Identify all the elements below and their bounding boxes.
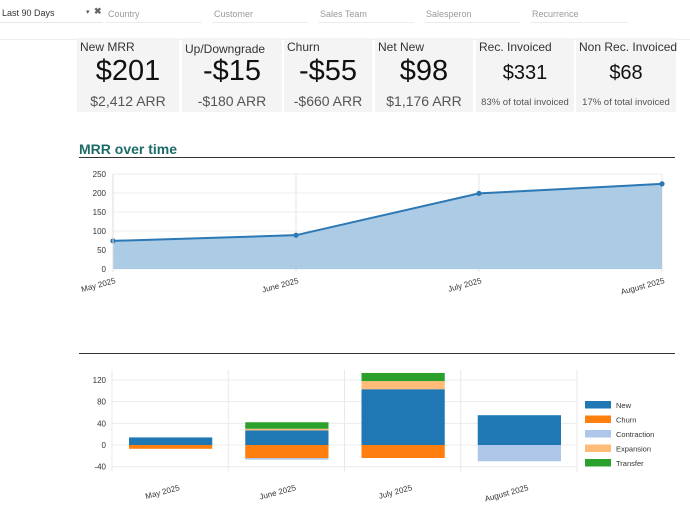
section-divider bbox=[79, 157, 675, 158]
kpi-label: Net New bbox=[378, 40, 425, 54]
y-tick-label: 0 bbox=[102, 265, 107, 274]
bar-segment-churn bbox=[361, 445, 445, 458]
kpi-label: Churn bbox=[287, 40, 320, 54]
bar-segment-new bbox=[245, 430, 329, 445]
kpi-sub: -$180 ARR bbox=[197, 93, 267, 109]
recurrence-filter-input[interactable]: Recurrence bbox=[530, 5, 628, 23]
bar-segment-transfer bbox=[245, 422, 329, 429]
y-tick-label: 200 bbox=[93, 189, 107, 198]
bar-segment-transfer bbox=[361, 372, 445, 382]
legend-swatch-churn bbox=[585, 415, 611, 423]
kpi-value: -$55 bbox=[298, 55, 358, 87]
bar-segment-churn bbox=[245, 445, 329, 458]
y-tick-label: 150 bbox=[93, 208, 107, 217]
kpi-sub: 17% of total invoiced bbox=[582, 97, 670, 108]
kpi-sub: -$660 ARR bbox=[293, 93, 363, 109]
y-tick-label: 40 bbox=[97, 419, 106, 428]
y-tick-label: 80 bbox=[97, 398, 106, 407]
legend-label: Churn bbox=[616, 416, 636, 425]
sales-team-placeholder: Sales Team bbox=[320, 9, 367, 19]
data-point bbox=[293, 232, 299, 238]
x-tick-label: May 2025 bbox=[144, 483, 181, 501]
section-title: MRR over time bbox=[79, 141, 178, 157]
y-tick-label: 50 bbox=[97, 246, 106, 255]
legend-label: Transfer bbox=[616, 459, 644, 468]
legend-swatch-contraction bbox=[585, 430, 611, 438]
legend-swatch-new bbox=[585, 401, 611, 409]
bar-segment-churn bbox=[129, 445, 213, 449]
x-tick-label: August 2025 bbox=[484, 483, 530, 503]
area-fill bbox=[113, 183, 662, 269]
country-placeholder: Country bbox=[108, 9, 140, 19]
legend-swatch-expansion bbox=[585, 444, 611, 452]
y-tick-label: -40 bbox=[94, 463, 106, 472]
kpi-value: -$15 bbox=[202, 55, 262, 87]
bar-segment-new bbox=[477, 415, 561, 445]
bar-segment-contraction bbox=[477, 445, 561, 462]
kpi-sub: 83% of total invoiced bbox=[481, 97, 569, 108]
salesperson-placeholder: Salesperon bbox=[426, 9, 472, 19]
date-range-value: Last 90 Days bbox=[2, 8, 55, 18]
date-range-select[interactable]: Last 90 Days ▾ ✖ bbox=[0, 5, 103, 23]
kpi-sub: $2,412 ARR bbox=[90, 93, 166, 109]
section-divider bbox=[79, 353, 675, 354]
legend-swatch-transfer bbox=[585, 459, 611, 467]
customer-filter-input[interactable]: Customer bbox=[212, 5, 308, 23]
customer-placeholder: Customer bbox=[214, 9, 254, 19]
kpi-card-up-downgrade: Up/Downgrade -$15 -$180 ARR bbox=[182, 38, 282, 112]
kpi-label: New MRR bbox=[80, 40, 135, 54]
series-line bbox=[112, 182, 663, 242]
kpi-sub: $1,176 ARR bbox=[386, 93, 462, 109]
country-filter-input[interactable]: Country bbox=[106, 5, 202, 23]
kpi-label: Up/Downgrade bbox=[185, 42, 266, 56]
kpi-label: Non Rec. Invoiced bbox=[579, 40, 678, 54]
kpi-value: $68 bbox=[609, 62, 643, 84]
chevron-down-icon[interactable]: ▾ bbox=[86, 9, 90, 16]
data-point bbox=[476, 190, 482, 196]
bar-segment-contraction bbox=[245, 458, 329, 460]
recurrence-placeholder: Recurrence bbox=[532, 9, 579, 19]
clear-icon[interactable]: ✖ bbox=[94, 6, 102, 16]
bar-segment-expansion bbox=[245, 428, 329, 431]
legend-label: Contraction bbox=[616, 430, 654, 439]
kpi-card-net-new: Net New $98 $1,176 ARR bbox=[375, 38, 473, 112]
y-tick-label: 250 bbox=[93, 170, 107, 179]
data-point bbox=[659, 181, 665, 187]
y-tick-label: 100 bbox=[93, 227, 107, 236]
legend-label: Expansion bbox=[616, 445, 651, 454]
kpi-card-churn: Churn -$55 -$660 ARR bbox=[284, 38, 372, 112]
bar-segment-new bbox=[361, 389, 445, 445]
salesperson-filter-input[interactable]: Salesperon bbox=[424, 5, 520, 23]
x-tick-label: June 2025 bbox=[258, 483, 297, 502]
kpi-card-new-mrr: New MRR $201 $2,412 ARR bbox=[77, 38, 179, 112]
sales-team-filter-input[interactable]: Sales Team bbox=[318, 5, 414, 23]
bar-segment-new bbox=[129, 437, 213, 445]
legend-label: New bbox=[616, 401, 632, 410]
kpi-value: $331 bbox=[502, 62, 548, 84]
kpi-card-rec-invoiced: Rec. Invoiced $331 83% of total invoiced bbox=[476, 38, 574, 112]
x-tick-label: July 2025 bbox=[378, 483, 414, 501]
kpi-card-non-rec-invoiced: Non Rec. Invoiced $68 17% of total invoi… bbox=[576, 38, 678, 112]
kpi-label: Rec. Invoiced bbox=[479, 40, 552, 54]
y-tick-label: 0 bbox=[102, 441, 107, 450]
bar-segment-expansion bbox=[361, 381, 445, 390]
kpi-value: $201 bbox=[95, 55, 161, 87]
kpi-value: $98 bbox=[399, 55, 449, 87]
y-tick-label: 120 bbox=[93, 376, 107, 385]
